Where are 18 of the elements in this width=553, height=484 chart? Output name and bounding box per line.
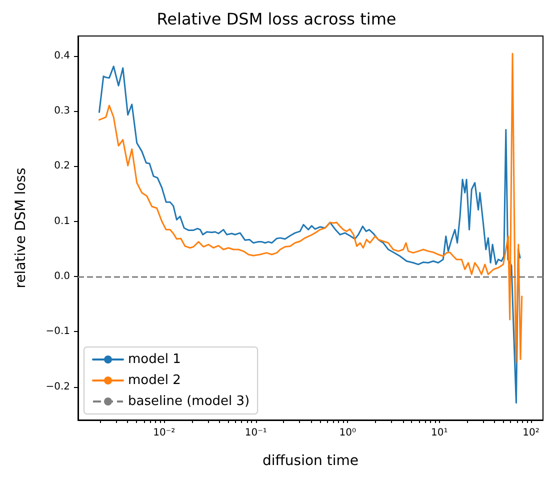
x-tick-label: 10² — [522, 428, 540, 438]
x-tick-label: 10⁻¹ — [244, 428, 267, 438]
chart-title: Relative DSM loss across time — [156, 10, 396, 28]
y-tick-label: 0.4 — [54, 50, 70, 62]
x-axis-title: diffusion time — [262, 453, 358, 469]
y-axis-title: relative DSM loss — [13, 168, 29, 288]
legend-label: model 1 — [128, 352, 181, 367]
legend-label: baseline (model 3) — [128, 394, 250, 409]
y-tick-label: −0.2 — [46, 381, 70, 392]
x-tick-label: 10⁰ — [339, 428, 356, 438]
y-tick-label: 0.2 — [54, 160, 70, 172]
y-tick-label: −0.1 — [46, 326, 70, 338]
x-tick-label: 10⁻² — [153, 428, 176, 438]
y-tick-label: 0.0 — [54, 271, 70, 282]
legend-label: model 2 — [128, 373, 181, 388]
y-tick-label: 0.1 — [54, 216, 70, 227]
y-tick-label: 0.3 — [54, 106, 70, 117]
x-tick-label: 10¹ — [430, 428, 448, 438]
